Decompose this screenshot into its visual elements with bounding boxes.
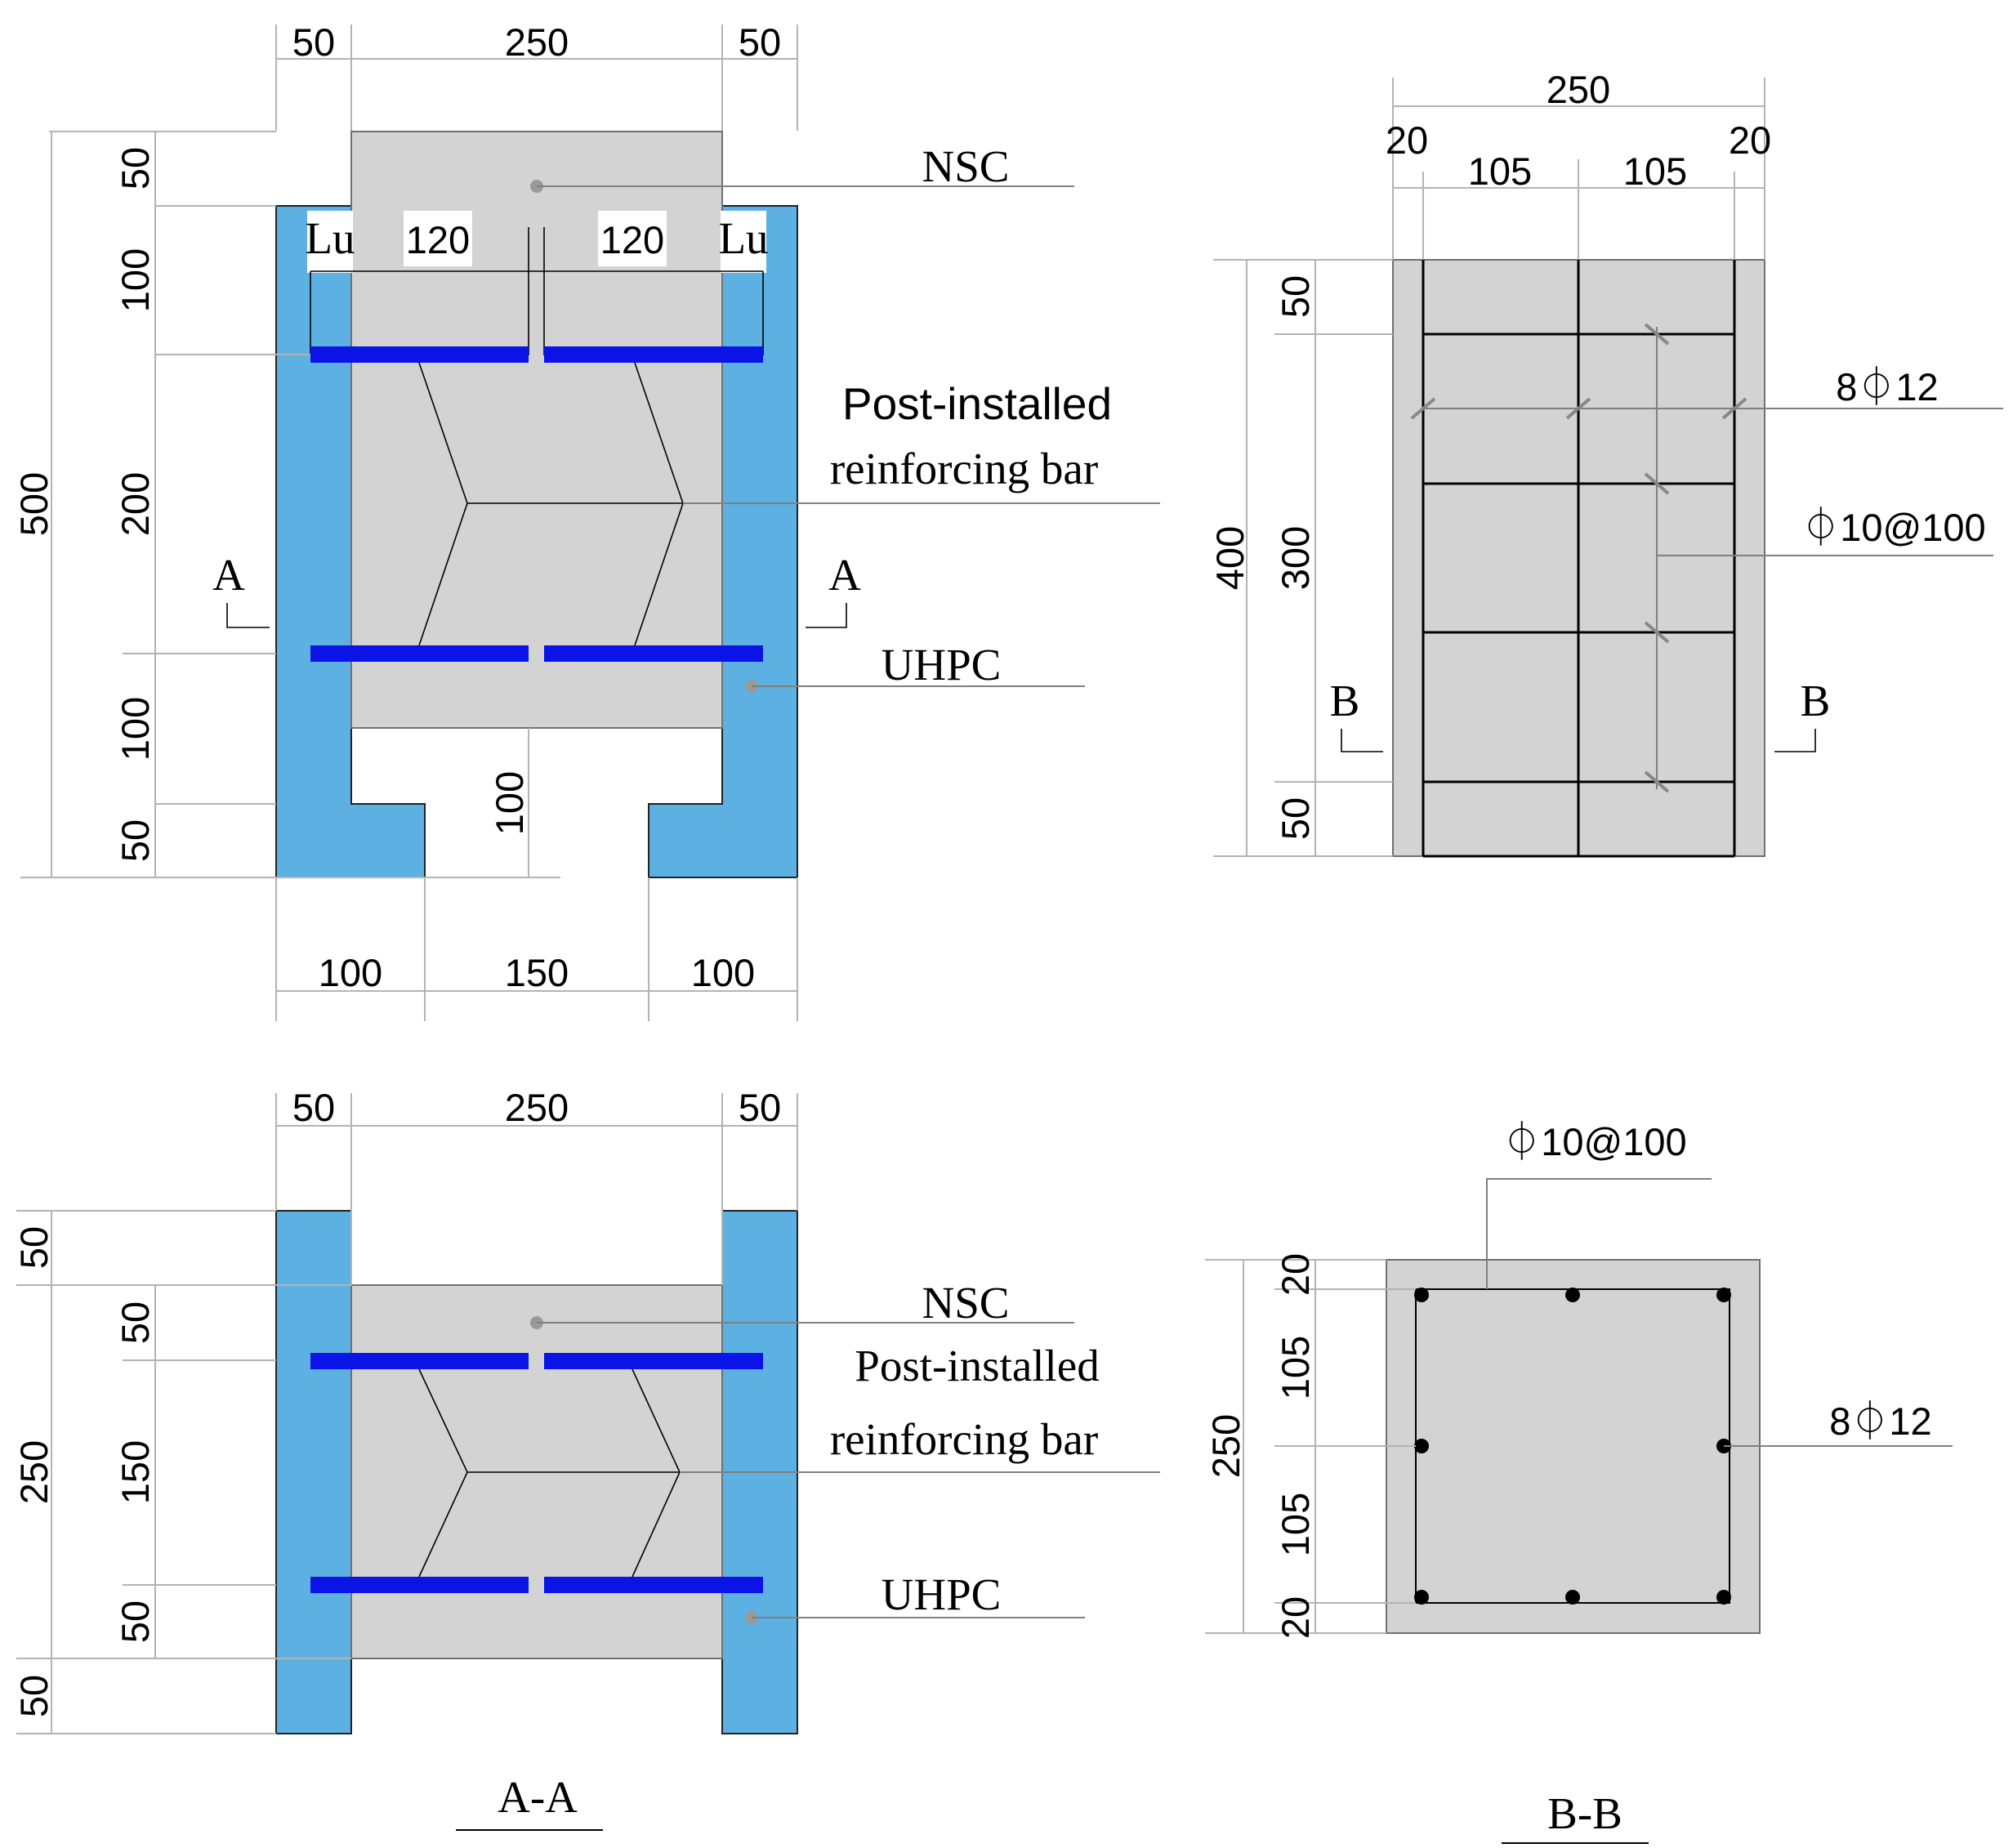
dim-br-left-total: 250 xyxy=(1204,1414,1248,1478)
dim-tr-left-3: 50 xyxy=(1274,797,1317,840)
dim-tl-bot-3: 100 xyxy=(691,951,755,994)
tr-tick-3 xyxy=(1644,621,1670,644)
post-label-line1: Post-installed xyxy=(842,378,1112,429)
dim-bl-outer-1: 50 xyxy=(12,1226,56,1269)
dim-tl-top-3: 50 xyxy=(739,20,781,64)
dim-tr-left-2: 300 xyxy=(1274,526,1317,590)
tr-tick-2 xyxy=(1644,472,1670,495)
dim-tl-bot-1: 100 xyxy=(319,951,382,994)
dim-bl-top-3: 50 xyxy=(739,1086,781,1129)
br-section xyxy=(1386,1259,1761,1634)
nsc-label-top: NSC xyxy=(922,141,1010,191)
dim-bl-inner-1: 50 xyxy=(114,1301,157,1344)
section-a-right: A xyxy=(828,550,861,600)
bl-uhpc-label: UHPC xyxy=(882,1569,1002,1619)
top-right-elevation: 250 20 105 105 20 400 50 300 50 B B 8⏀12… xyxy=(1208,68,2003,858)
dim-tl-left-1: 50 xyxy=(114,147,157,190)
tr-cover-left xyxy=(1392,259,1424,857)
bl-uhpc-left xyxy=(275,1210,352,1734)
dim-tr-left-total: 400 xyxy=(1208,526,1252,590)
section-a-left: A xyxy=(212,550,245,600)
title-aa: A-A xyxy=(498,1772,578,1822)
bl-rebar-bot-right xyxy=(544,1577,763,1593)
dim-br-left-1: 20 xyxy=(1274,1253,1317,1296)
br-bar-1 xyxy=(1414,1288,1429,1302)
dim-br-left-4: 20 xyxy=(1274,1596,1317,1639)
post-label-line2: reinforcing bar xyxy=(830,444,1098,493)
dim-bl-inner-3: 50 xyxy=(114,1600,157,1643)
dim-tr-top-1: 20 xyxy=(1386,118,1428,162)
rebar-bottom-right xyxy=(544,645,763,662)
dim-bl-top-2: 250 xyxy=(505,1086,569,1129)
top-left-elevation: 50 250 50 100 150 100 120 120 500 50 100… xyxy=(12,20,1160,1021)
rebar-bottom-left xyxy=(310,645,529,662)
bl-rebar-bot-left xyxy=(310,1577,529,1593)
tr-stirrup-label: ⏀10@100 xyxy=(1801,506,1985,549)
br-bar-7 xyxy=(1565,1590,1580,1605)
lu-label-bg-left xyxy=(307,211,353,273)
dim-tr-top-3: 105 xyxy=(1623,150,1687,193)
rebar-top-left xyxy=(310,346,529,363)
dim-tl-left-2: 100 xyxy=(114,248,157,312)
dim-bl-left-total: 250 xyxy=(12,1440,56,1504)
bl-rebar-top-left xyxy=(310,1353,529,1369)
tr-tick-1 xyxy=(1644,323,1670,346)
dim-tr-top-4: 20 xyxy=(1729,118,1771,162)
bottom-left-section: 50 250 50 250 50 50 50 150 50 NSC Post-i… xyxy=(12,1086,1160,1831)
br-rebar-label: 8⏀12 xyxy=(1829,1399,1931,1443)
bl-post-label-line2: reinforcing bar xyxy=(830,1414,1098,1464)
bl-rebar-top-right xyxy=(544,1353,763,1369)
br-bar-3 xyxy=(1716,1288,1731,1302)
tr-tick-4 xyxy=(1644,770,1670,793)
dim-tl-inner-2: 120 xyxy=(600,218,664,261)
dim-tr-top-total: 250 xyxy=(1547,68,1610,111)
section-a-mark-right xyxy=(806,603,847,628)
dim-tl-notch: 100 xyxy=(488,771,531,835)
dim-tl-left-total: 500 xyxy=(12,472,56,536)
title-bb: B-B xyxy=(1547,1788,1622,1838)
dim-br-left-3: 105 xyxy=(1274,1493,1317,1556)
dim-tl-left-3: 200 xyxy=(114,472,157,536)
lu-label-left: Lu xyxy=(305,213,355,263)
uhpc-label-top: UHPC xyxy=(882,640,1002,690)
section-b-left: B xyxy=(1330,676,1360,725)
section-b-right: B xyxy=(1801,676,1831,725)
dim-tl-inner-1: 120 xyxy=(406,218,470,261)
br-bar-6 xyxy=(1414,1590,1429,1605)
tr-cover-right xyxy=(1734,259,1765,857)
br-bar-2 xyxy=(1565,1288,1580,1302)
dim-bl-outer-2: 50 xyxy=(12,1675,56,1717)
dim-bl-top-1: 50 xyxy=(292,1086,335,1129)
dim-tl-top-2: 250 xyxy=(505,20,569,64)
bl-nsc-label: NSC xyxy=(922,1278,1010,1328)
dim-tl-left-4: 100 xyxy=(114,697,157,761)
lu-label-right: Lu xyxy=(718,213,768,263)
tr-rebar-label: 8⏀12 xyxy=(1836,365,1938,408)
lu-label-bg-right xyxy=(721,211,766,273)
bl-post-label-line1: Post-installed xyxy=(855,1341,1099,1390)
section-b-mark-right xyxy=(1774,729,1816,752)
dim-tl-top-1: 50 xyxy=(292,20,335,64)
rebar-top-right xyxy=(544,346,763,363)
br-bar-8 xyxy=(1716,1590,1731,1605)
section-a-mark-left xyxy=(226,603,270,628)
dim-120-bg-right xyxy=(598,211,667,266)
br-bar-4 xyxy=(1414,1439,1429,1453)
section-b-mark-left xyxy=(1341,729,1383,752)
dim-tr-top-2: 105 xyxy=(1468,150,1532,193)
dim-tr-left-1: 50 xyxy=(1274,275,1317,318)
bottom-right-section: 250 20 105 105 20 ⏀10@100 8⏀12 B-B xyxy=(1204,1120,1953,1844)
dim-tl-bot-2: 150 xyxy=(505,951,569,994)
dim-bl-inner-2: 150 xyxy=(114,1440,157,1504)
dim-tl-left-5: 50 xyxy=(114,819,157,862)
dim-br-left-2: 105 xyxy=(1274,1336,1317,1399)
br-stirrup-leader xyxy=(1486,1178,1712,1289)
br-stirrup-label: ⏀10@100 xyxy=(1502,1120,1686,1163)
dim-120-bg-left xyxy=(404,211,472,266)
